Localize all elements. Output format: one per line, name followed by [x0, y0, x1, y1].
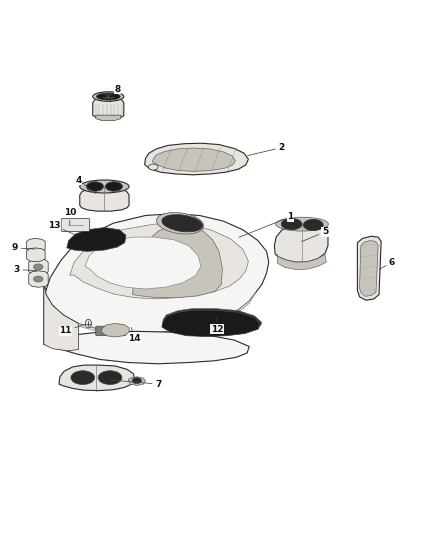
- Polygon shape: [162, 310, 261, 336]
- Polygon shape: [59, 365, 134, 391]
- Polygon shape: [80, 187, 129, 211]
- Polygon shape: [70, 224, 248, 299]
- Text: 5: 5: [302, 228, 328, 241]
- Polygon shape: [85, 237, 201, 289]
- Ellipse shape: [80, 180, 129, 193]
- Ellipse shape: [132, 378, 141, 384]
- Text: 9: 9: [12, 244, 35, 253]
- Polygon shape: [145, 143, 248, 175]
- Polygon shape: [44, 332, 249, 364]
- Ellipse shape: [96, 93, 120, 100]
- Polygon shape: [133, 224, 223, 297]
- Text: 3: 3: [14, 265, 37, 274]
- FancyBboxPatch shape: [113, 326, 126, 336]
- Ellipse shape: [71, 371, 95, 384]
- Polygon shape: [128, 377, 145, 385]
- Ellipse shape: [162, 215, 203, 232]
- Ellipse shape: [86, 182, 103, 191]
- Ellipse shape: [304, 220, 323, 231]
- Ellipse shape: [33, 264, 43, 270]
- Ellipse shape: [93, 92, 124, 101]
- Ellipse shape: [33, 276, 43, 282]
- Text: 7: 7: [112, 379, 162, 389]
- Ellipse shape: [148, 164, 158, 170]
- Polygon shape: [29, 271, 48, 287]
- Polygon shape: [152, 148, 236, 172]
- Ellipse shape: [105, 182, 123, 191]
- Polygon shape: [27, 248, 45, 262]
- Text: 13: 13: [48, 221, 76, 235]
- Text: 2: 2: [247, 143, 285, 156]
- Ellipse shape: [276, 217, 328, 231]
- Ellipse shape: [281, 219, 302, 230]
- Polygon shape: [275, 254, 326, 270]
- Polygon shape: [163, 309, 261, 328]
- FancyBboxPatch shape: [61, 219, 90, 231]
- Polygon shape: [101, 324, 129, 337]
- Polygon shape: [27, 238, 45, 252]
- Polygon shape: [44, 214, 269, 344]
- Ellipse shape: [85, 319, 92, 328]
- Polygon shape: [44, 284, 256, 344]
- Ellipse shape: [98, 371, 122, 384]
- Text: 11: 11: [59, 325, 85, 335]
- Text: 6: 6: [379, 257, 395, 270]
- Text: 12: 12: [211, 318, 223, 334]
- Polygon shape: [67, 228, 126, 252]
- Polygon shape: [93, 96, 124, 119]
- Ellipse shape: [156, 213, 204, 234]
- Text: 4: 4: [75, 175, 96, 193]
- Polygon shape: [357, 236, 381, 300]
- Text: 8: 8: [110, 85, 120, 102]
- Text: 14: 14: [128, 327, 141, 343]
- Polygon shape: [274, 223, 328, 262]
- Polygon shape: [44, 284, 78, 351]
- FancyBboxPatch shape: [96, 326, 108, 336]
- Text: 10: 10: [64, 208, 76, 225]
- Polygon shape: [360, 240, 378, 296]
- Text: 1: 1: [239, 212, 293, 237]
- Polygon shape: [96, 115, 121, 121]
- Polygon shape: [29, 259, 48, 275]
